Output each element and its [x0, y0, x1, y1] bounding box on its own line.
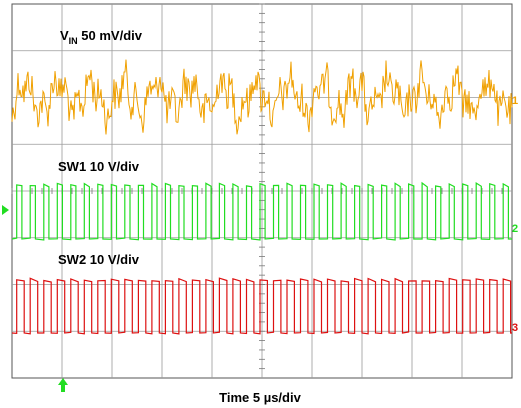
series-label-sw2: SW2 10 V/div [58, 252, 140, 267]
trigger-position-marker [58, 378, 68, 392]
trigger-level-marker [2, 205, 9, 215]
channel-2-marker: 2 [512, 223, 518, 235]
x-axis-label: Time 5 µs/div [219, 390, 301, 405]
traces [11, 59, 513, 335]
channel-3-marker: 3 [512, 322, 518, 334]
sw2-trace [11, 277, 512, 335]
series-label-vin: VIN 50 mV/div [60, 28, 143, 46]
vin-trace [11, 59, 513, 135]
series-label-sw1: SW1 10 V/div [58, 159, 140, 174]
sw1-trace [11, 181, 512, 241]
channel-labels: VIN 50 mV/div SW1 10 V/div SW2 10 V/div [58, 28, 143, 267]
channel-markers: 1 2 3 [2, 95, 518, 392]
graticule-grid [11, 3, 513, 379]
channel-1-marker: 1 [512, 95, 518, 107]
